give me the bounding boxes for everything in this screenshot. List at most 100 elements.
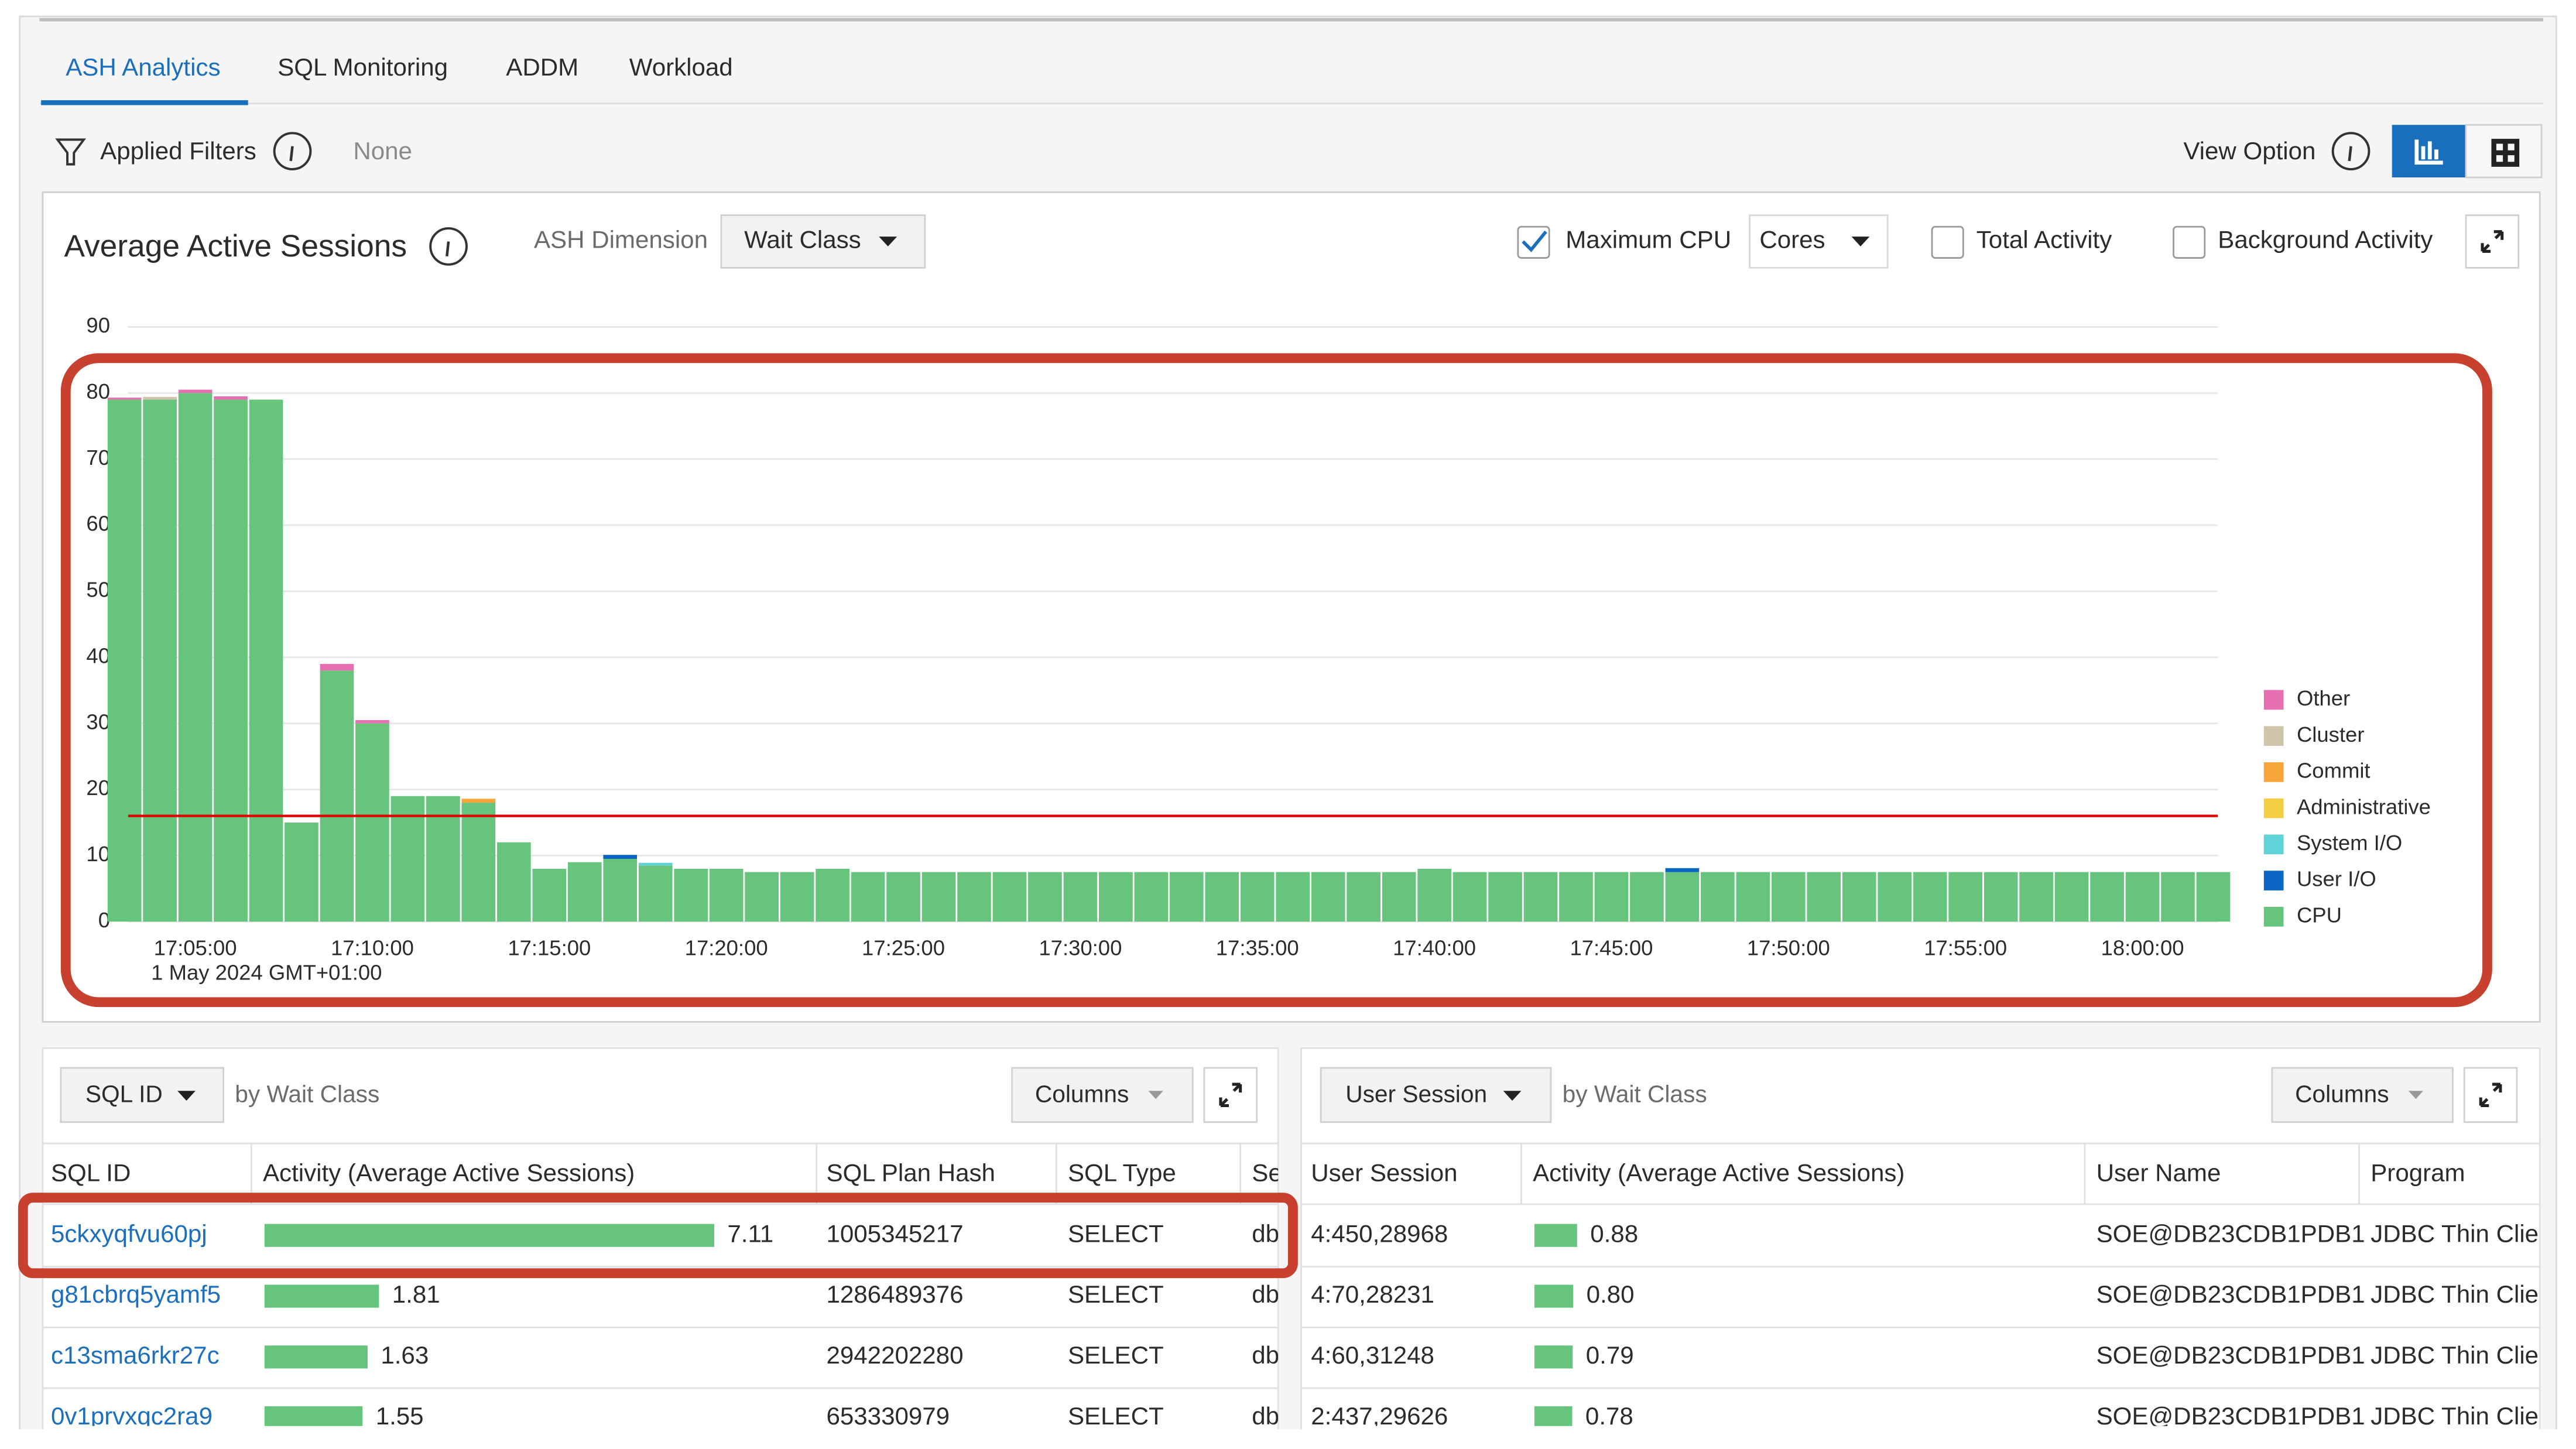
activity-bar [1534,1284,1573,1307]
x-tick-label: 17:35:00 [1216,936,1299,960]
bar-segment [462,799,496,803]
sql-id-link[interactable]: c13sma6rkr27c [51,1341,220,1369]
tab-indicator [41,100,248,105]
bar-segment [2090,872,2124,922]
activity-bar [1534,1345,1573,1368]
bar-segment [639,863,673,866]
bar-segment [1807,872,1841,922]
legend-swatch [2264,726,2284,746]
bar-segment [355,720,389,724]
y-tick-label: 90 [86,313,110,337]
activity-value: 1.55 [376,1402,424,1430]
bar-segment [1347,872,1381,922]
x-tick-label: 17:50:00 [1747,936,1830,960]
x-tick-label: 17:30:00 [1039,936,1122,960]
checkbox-label: Maximum CPU [1566,226,1731,254]
bar-segment [993,872,1027,922]
bar-segment [1276,872,1310,922]
sql-id-link[interactable]: 5ckxyqfvu60pj [51,1220,207,1247]
activity-bar [265,1345,368,1368]
bar-segment [1134,872,1168,922]
bar-segment [886,872,920,922]
column-header: SQL ID [51,1159,131,1187]
tab[interactable]: ADDM [506,53,578,81]
bar-segment [143,397,177,400]
bar-segment [1666,872,1700,922]
x-tick-label: 17:55:00 [1924,936,2007,960]
activity-value: 0.79 [1586,1341,1634,1369]
bar-segment [745,872,779,922]
expand-button[interactable] [2466,215,2519,268]
filter-label: Applied Filters [100,137,256,165]
legend-label: Commit [2297,759,2371,783]
x-tick-label: 18:00:00 [2101,936,2184,960]
sql-id-link[interactable]: g81cbrq5yamf5 [51,1280,221,1308]
sql-id-link[interactable]: 0v1prvxqc2ra9 [51,1402,213,1430]
program: JDBC Thin Clie [2371,1220,2539,1247]
bar-segment [1595,872,1629,922]
bar-segment [1028,872,1062,922]
bar-segment [108,398,142,399]
sql-type: SELECT [1068,1280,1164,1308]
bar-segment [143,400,177,922]
bar-segment [249,400,283,922]
activity-bar [265,1406,362,1429]
user-session: 4:450,28968 [1311,1220,1448,1247]
legend-label: Cluster [2297,722,2365,746]
filter-value: None [353,137,412,165]
schema: db [1252,1280,1279,1308]
bar-segment [179,390,213,393]
bar-segment [851,872,885,922]
bar-segment [285,823,318,922]
legend-swatch [2264,835,2284,855]
sql-type: SELECT [1068,1341,1164,1369]
schema: db [1252,1402,1279,1430]
user-session: 4:70,28231 [1311,1280,1434,1308]
chart-title: Average Active Sessions [64,229,407,263]
tab[interactable]: ASH Analytics [66,53,220,81]
bar-segment [1382,872,1416,922]
x-tick-label: 17:45:00 [1570,936,1653,960]
bar-segment [1948,872,1982,922]
column-header: Activity (Average Active Sessions) [1533,1159,1904,1187]
sql-type: SELECT [1068,1402,1164,1430]
bar-segment [1878,872,1912,922]
bar-segment [957,872,991,922]
legend-label: User I/O [2297,867,2376,891]
bar-segment [2197,872,2231,922]
bar-segment [1241,872,1275,922]
activity-bar [1534,1406,1573,1429]
checkbox[interactable] [1932,227,1963,258]
bar-segment [780,872,814,922]
bar-segment [1453,872,1487,922]
expand-button[interactable] [2464,1068,2517,1122]
info-icon-glyph [291,146,293,161]
y-tick-label: 60 [86,512,110,536]
selector: SQL ID [85,1080,163,1107]
bar-segment [1205,872,1239,922]
legend-swatch [2264,799,2284,818]
legend-label: Other [2297,686,2350,710]
bar-segment [922,872,956,922]
bar-segment [2161,872,2195,922]
activity-bar [265,1224,714,1247]
bar-segment [1170,872,1204,922]
checkbox[interactable] [2174,227,2205,258]
expand-button[interactable] [1204,1068,1257,1122]
tab[interactable]: Workload [629,53,733,81]
legend-swatch [2264,871,2284,890]
dimension-value: Wait Class [744,226,861,254]
tab[interactable]: SQL Monitoring [278,53,448,81]
bar-segment [355,724,389,922]
checkbox-label: Background Activity [2218,226,2433,254]
x-tick-label: 17:40:00 [1393,936,1476,960]
legend-label: Administrative [2297,794,2431,818]
info-icon-glyph [447,242,448,256]
bar-segment [710,869,744,922]
activity-value: 0.80 [1587,1280,1635,1308]
user-name: SOE@DB23CDB1PDB1 [2097,1402,2365,1430]
bar-segment [2019,872,2053,922]
plan-hash: 1005345217 [826,1220,963,1247]
column-header: Se [1252,1159,1282,1187]
